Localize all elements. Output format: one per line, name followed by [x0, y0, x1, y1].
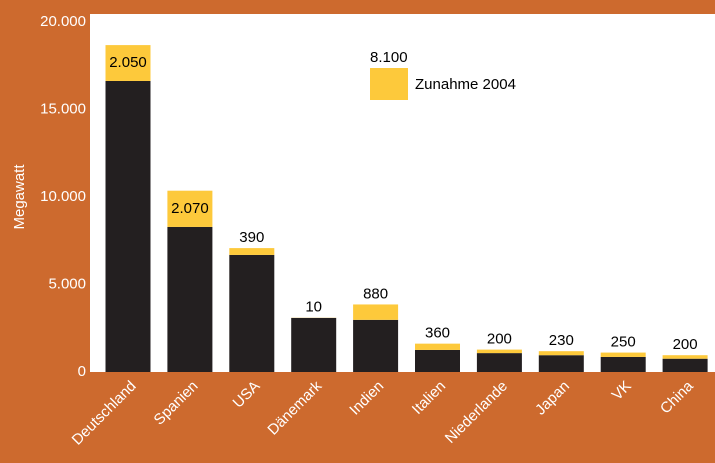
annotation: 8.100 — [370, 49, 408, 66]
bar-segment — [476, 353, 522, 372]
bar-segment — [600, 352, 646, 357]
bar-segment — [229, 248, 275, 255]
data-label: 2.070 — [171, 200, 209, 217]
bar-segment — [415, 343, 460, 350]
y-tick-label: 0 — [78, 363, 86, 380]
bar-segment — [105, 80, 151, 372]
bar-segment — [167, 190, 213, 227]
bar-segment — [538, 351, 584, 356]
legend-swatch — [370, 68, 408, 100]
bar-segment — [353, 304, 399, 320]
data-label: 250 — [611, 334, 636, 351]
y-tick-label: 15.000 — [40, 100, 86, 117]
bar-segment — [291, 317, 337, 372]
bar-segment — [662, 358, 708, 372]
y-tick-label: 10.000 — [40, 188, 86, 205]
bar-segment — [476, 349, 522, 354]
bar-segment — [353, 319, 399, 372]
bar-segment — [167, 226, 213, 372]
data-label: 360 — [425, 325, 450, 342]
y-tick-label: 5.000 — [48, 275, 86, 292]
bar-segment — [600, 356, 646, 372]
bar-segment — [662, 355, 708, 359]
data-label: 230 — [549, 332, 574, 349]
data-label: 10 — [305, 299, 322, 316]
bar-segment — [229, 254, 275, 372]
y-axis-title: Megawatt — [11, 164, 28, 230]
bar-segment — [415, 349, 460, 372]
data-label: 880 — [363, 285, 388, 302]
y-tick-label: 20.000 — [40, 13, 86, 30]
data-label: 390 — [239, 229, 264, 246]
data-label: 200 — [673, 336, 698, 353]
data-label: 200 — [487, 331, 512, 348]
legend-label: Zunahme 2004 — [415, 76, 516, 93]
data-label: 2.050 — [109, 54, 147, 71]
bar-segment — [538, 355, 584, 372]
bar-segment — [105, 45, 151, 81]
